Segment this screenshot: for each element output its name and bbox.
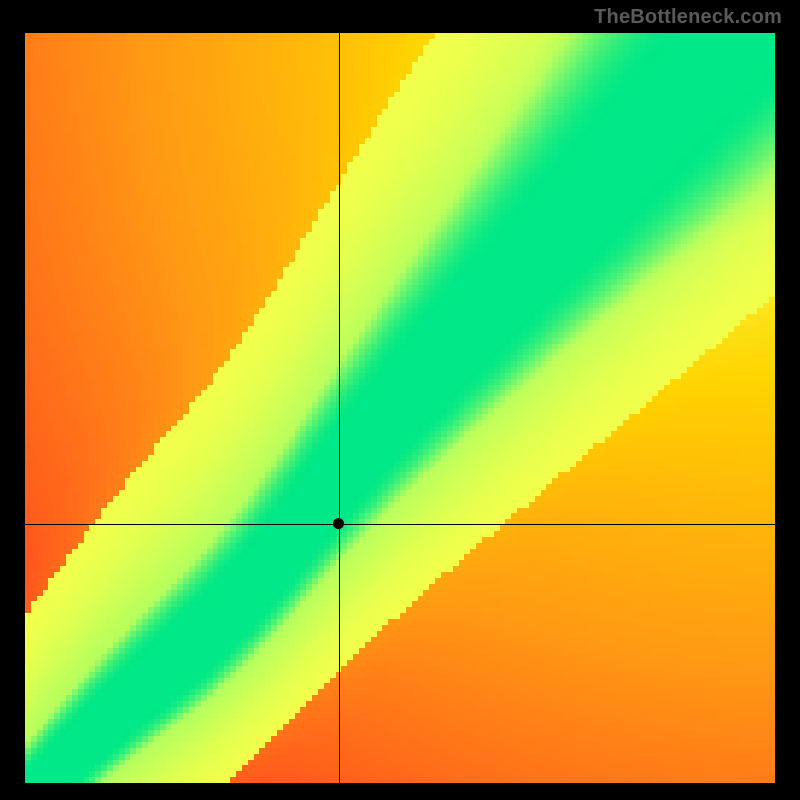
bottleneck-heatmap <box>0 0 800 800</box>
watermark-text: TheBottleneck.com <box>594 6 782 29</box>
